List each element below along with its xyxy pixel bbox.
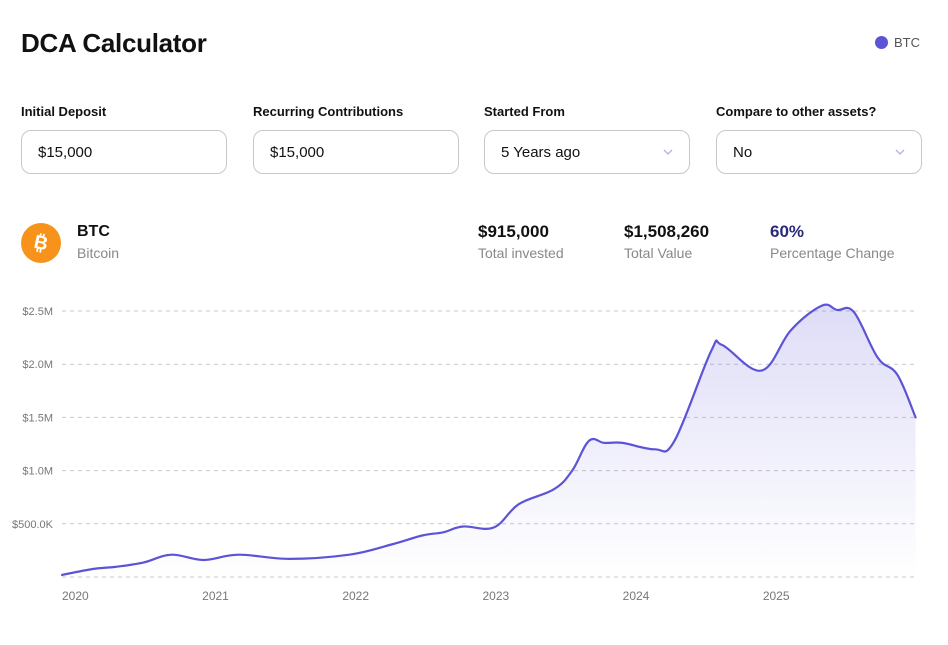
data-point[interactable] [388, 542, 394, 548]
initial-deposit-field: Initial Deposit [21, 104, 227, 174]
data-point[interactable] [460, 524, 466, 530]
compare-assets-select[interactable]: No [716, 130, 922, 174]
y-tick-label: $1.0M [22, 466, 53, 478]
chevron-down-icon [663, 149, 673, 155]
compare-assets-value: No [733, 143, 753, 161]
data-point[interactable] [708, 348, 714, 354]
data-point[interactable] [672, 438, 678, 444]
started-from-field: Started From 5 Years ago [484, 104, 690, 174]
data-point[interactable] [620, 440, 626, 446]
started-from-value: 5 Years ago [501, 143, 581, 161]
legend-label: BTC [894, 35, 920, 50]
data-point[interactable] [719, 342, 725, 348]
data-point[interactable] [140, 560, 146, 566]
x-tick-label: 2020 [62, 589, 89, 603]
x-tick-label: 2024 [623, 589, 650, 603]
compare-assets-field: Compare to other assets? No [716, 104, 922, 174]
initial-deposit-box[interactable] [21, 130, 227, 174]
data-point[interactable] [652, 446, 658, 452]
started-from-label: Started From [484, 104, 565, 119]
data-point[interactable] [851, 309, 857, 315]
dca-chart[interactable]: $500.0K $1.0M $1.5M $2.0M $2.5M 2020 2021 2022… [0, 290, 948, 620]
total-value-label: Total Value [624, 245, 693, 261]
data-point[interactable] [90, 566, 96, 572]
data-point[interactable] [346, 552, 352, 558]
x-tick-label: 2023 [482, 589, 509, 603]
data-point[interactable] [788, 327, 794, 333]
data-point[interactable] [236, 552, 242, 558]
stat-total-invested: $915,000 Total invested [478, 222, 564, 264]
asset-name: Bitcoin [77, 245, 120, 261]
y-tick-label: $1.5M [22, 412, 53, 424]
total-value-value: $1,508,260 [624, 222, 710, 241]
series-line [60, 303, 917, 576]
series-area [62, 304, 916, 577]
y-tick-label: $2.0M [22, 359, 53, 371]
data-point[interactable] [894, 372, 900, 378]
data-point[interactable] [491, 525, 497, 531]
stat-total-value: $1,508,260 Total Value [624, 222, 709, 264]
initial-deposit-input[interactable] [38, 143, 210, 161]
total-invested-label: Total invested [478, 245, 564, 261]
data-point[interactable] [586, 438, 592, 444]
data-point[interactable] [59, 572, 65, 578]
percentage-change-value: 60% [770, 222, 805, 241]
data-point[interactable] [168, 552, 174, 558]
data-point[interactable] [516, 501, 522, 507]
x-axis-ticks: 2020 2021 2022 2023 2024 2025 [62, 589, 790, 603]
page-title: DCA Calculator [21, 28, 207, 58]
asset-summary: B BTC Bitcoin [21, 222, 119, 264]
recurring-contributions-box[interactable] [253, 130, 459, 174]
data-point[interactable] [819, 303, 825, 309]
recurring-contributions-input[interactable] [270, 143, 442, 161]
stat-percentage-change: 60% Percentage Change [770, 222, 895, 264]
data-point[interactable] [875, 355, 881, 361]
data-point[interactable] [913, 414, 919, 420]
x-tick-label: 2025 [763, 589, 790, 603]
svg-text:B: B [32, 232, 50, 254]
legend-dot-icon [875, 36, 888, 49]
data-point[interactable] [201, 557, 207, 563]
data-point[interactable] [286, 556, 292, 562]
data-point[interactable] [551, 486, 557, 492]
total-invested-value: $915,000 [478, 222, 549, 241]
percentage-change-label: Percentage Change [770, 245, 895, 261]
bitcoin-icon: B [21, 223, 61, 263]
initial-deposit-label: Initial Deposit [21, 104, 107, 119]
bitcoin-glyph-icon: B [32, 232, 50, 254]
data-point[interactable] [601, 440, 607, 446]
data-point[interactable] [419, 533, 425, 539]
chevron-down-icon [895, 149, 905, 155]
recurring-contributions-label: Recurring Contributions [253, 104, 404, 119]
started-from-select[interactable]: 5 Years ago [484, 130, 690, 174]
data-point[interactable] [758, 368, 764, 374]
data-point[interactable] [440, 529, 446, 535]
chart-legend[interactable]: BTC [875, 35, 920, 50]
asset-symbol: BTC [77, 223, 110, 240]
compare-assets-label: Compare to other assets? [716, 104, 877, 119]
data-point[interactable] [112, 564, 118, 570]
data-point[interactable] [834, 307, 840, 313]
x-tick-label: 2022 [342, 589, 369, 603]
recurring-contributions-field: Recurring Contributions [253, 104, 459, 174]
data-point[interactable] [569, 468, 575, 474]
y-axis-ticks: $500.0K $1.0M $1.5M $2.0M $2.5M [12, 306, 54, 531]
y-tick-label: $2.5M [22, 306, 53, 318]
x-tick-label: 2021 [202, 589, 229, 603]
y-tick-label: $500.0K [12, 519, 54, 531]
